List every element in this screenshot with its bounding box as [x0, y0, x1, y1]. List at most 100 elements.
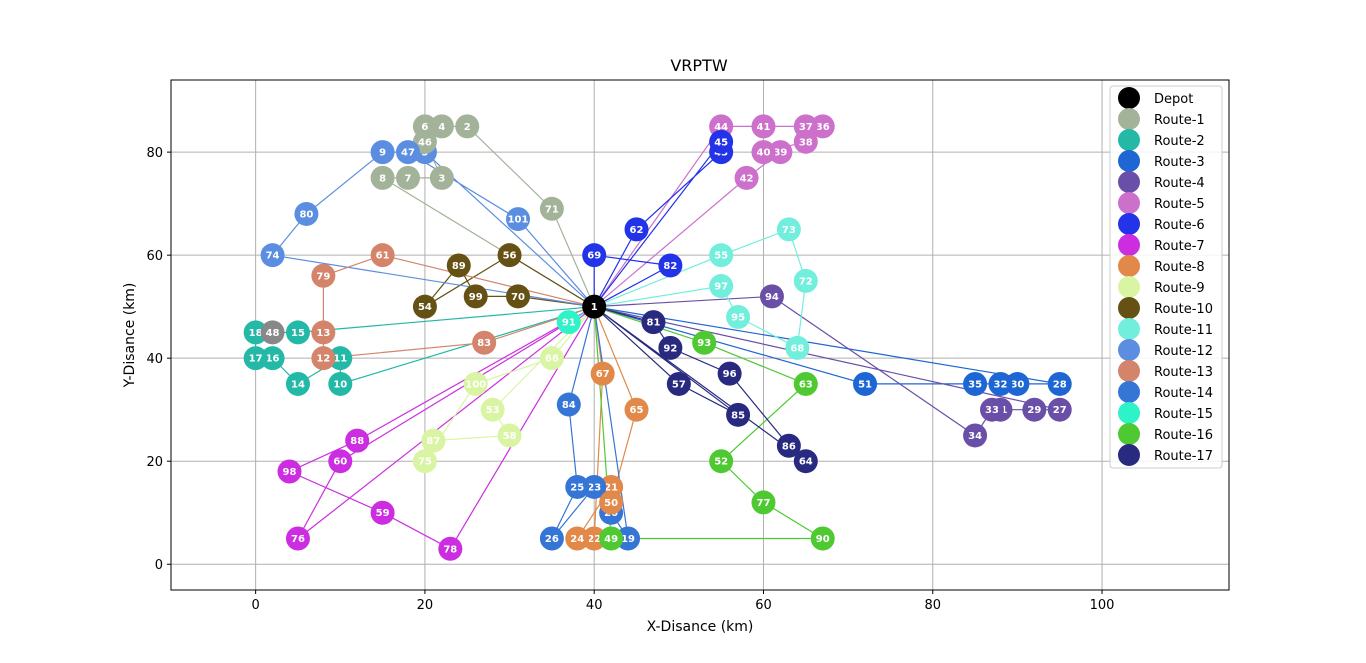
node-label: 40 — [757, 148, 771, 159]
depot-label: 1 — [591, 302, 598, 313]
node-marker — [497, 423, 522, 448]
node-marker — [793, 449, 818, 474]
node-marker — [412, 294, 437, 319]
node-marker — [539, 346, 564, 371]
node-marker — [751, 490, 776, 515]
node-marker — [370, 165, 395, 190]
route-node: 90 — [810, 526, 835, 551]
legend-marker — [1118, 381, 1140, 403]
legend-marker — [1118, 108, 1140, 130]
node-label: 15 — [291, 328, 305, 339]
route-node: 50 — [599, 490, 624, 515]
node-label: 52 — [714, 457, 728, 468]
legend-label: Route-1 — [1154, 113, 1205, 128]
node-marker — [328, 371, 353, 396]
node-label: 34 — [968, 431, 982, 442]
route-node: 15 — [285, 320, 310, 345]
node-marker — [370, 140, 395, 165]
legend-entry: Route-3 — [1118, 150, 1205, 172]
node-marker — [709, 243, 734, 268]
legend-entry: Route-15 — [1118, 402, 1213, 424]
node-label: 23 — [587, 482, 601, 493]
route-node: 68 — [785, 335, 810, 360]
node-label: 99 — [469, 292, 483, 303]
route-node: 93 — [692, 330, 717, 355]
node-label: 46 — [418, 137, 432, 148]
legend-entry: Route-7 — [1118, 234, 1205, 256]
node-marker — [641, 310, 666, 335]
node-label: 78 — [443, 544, 457, 555]
route-node: 76 — [285, 526, 310, 551]
legend-marker — [1118, 423, 1140, 445]
route-node: 51 — [853, 371, 878, 396]
node-label: 62 — [630, 225, 644, 236]
route-node: 94 — [759, 284, 784, 309]
legend-entry: Route-17 — [1118, 444, 1213, 466]
plot-frame — [170, 79, 1230, 591]
route-node: 81 — [641, 310, 666, 335]
route-node: 13 — [311, 320, 336, 345]
node-label: 48 — [266, 328, 280, 339]
node-label: 35 — [968, 379, 982, 390]
route-node: 16 — [260, 346, 285, 371]
node-marker — [768, 140, 793, 165]
node-marker — [429, 114, 454, 139]
node-label: 33 — [985, 405, 999, 416]
node-marker — [285, 371, 310, 396]
legend-marker — [1118, 255, 1140, 277]
node-marker — [590, 361, 615, 386]
legend-label: Route-3 — [1154, 155, 1205, 170]
route-node: 19 — [616, 526, 641, 551]
node-label: 24 — [570, 534, 584, 545]
route-node: 30 — [1005, 371, 1030, 396]
node-label: 19 — [621, 534, 635, 545]
node-marker — [497, 243, 522, 268]
node-marker — [709, 274, 734, 299]
chart-title: VRPTW — [670, 56, 727, 75]
route-node: 29 — [1022, 397, 1047, 422]
route-node: 58 — [497, 423, 522, 448]
legend-label: Route-7 — [1154, 239, 1205, 254]
x-tick-label: 40 — [586, 598, 603, 613]
node-label: 101 — [508, 215, 529, 226]
node-label: 28 — [1053, 379, 1067, 390]
route-node: 24 — [565, 526, 590, 551]
node-label: 49 — [604, 534, 618, 545]
node-label: 17 — [249, 354, 263, 365]
legend-entry: Route-10 — [1118, 297, 1213, 319]
node-label: 68 — [790, 343, 804, 354]
node-label: 69 — [587, 251, 601, 262]
y-tick-label: 0 — [155, 558, 163, 573]
node-marker — [599, 490, 624, 515]
node-label: 55 — [714, 251, 728, 262]
legend-entry: Route-4 — [1118, 171, 1205, 193]
node-label: 44 — [714, 122, 728, 133]
legend-entry: Route-12 — [1118, 339, 1213, 361]
node-marker — [455, 114, 480, 139]
node-label: 73 — [782, 225, 796, 236]
route-node: 17 — [243, 346, 268, 371]
route-node: 89 — [446, 253, 471, 278]
legend-label: Route-6 — [1154, 218, 1205, 233]
node-marker — [438, 536, 463, 561]
legend-marker — [1118, 129, 1140, 151]
node-marker — [810, 114, 835, 139]
legend-marker — [1118, 276, 1140, 298]
node-label: 60 — [333, 457, 347, 468]
route-node: 79 — [311, 263, 336, 288]
node-label: 65 — [630, 405, 644, 416]
x-axis-label: X-Disance (km) — [647, 619, 754, 635]
node-label: 61 — [376, 251, 390, 262]
route-node: 60 — [328, 449, 353, 474]
route-nodes: 2345678910111213141516171819202122232425… — [243, 114, 1072, 561]
node-marker — [285, 320, 310, 345]
node-label: 84 — [562, 400, 576, 411]
node-marker — [429, 165, 454, 190]
y-tick-label: 80 — [146, 146, 163, 161]
node-marker — [785, 335, 810, 360]
legend-label: Route-13 — [1154, 365, 1213, 380]
node-marker — [734, 165, 759, 190]
y-tick-label: 20 — [146, 455, 163, 470]
node-label: 12 — [316, 354, 330, 365]
legend-marker — [1118, 171, 1140, 193]
